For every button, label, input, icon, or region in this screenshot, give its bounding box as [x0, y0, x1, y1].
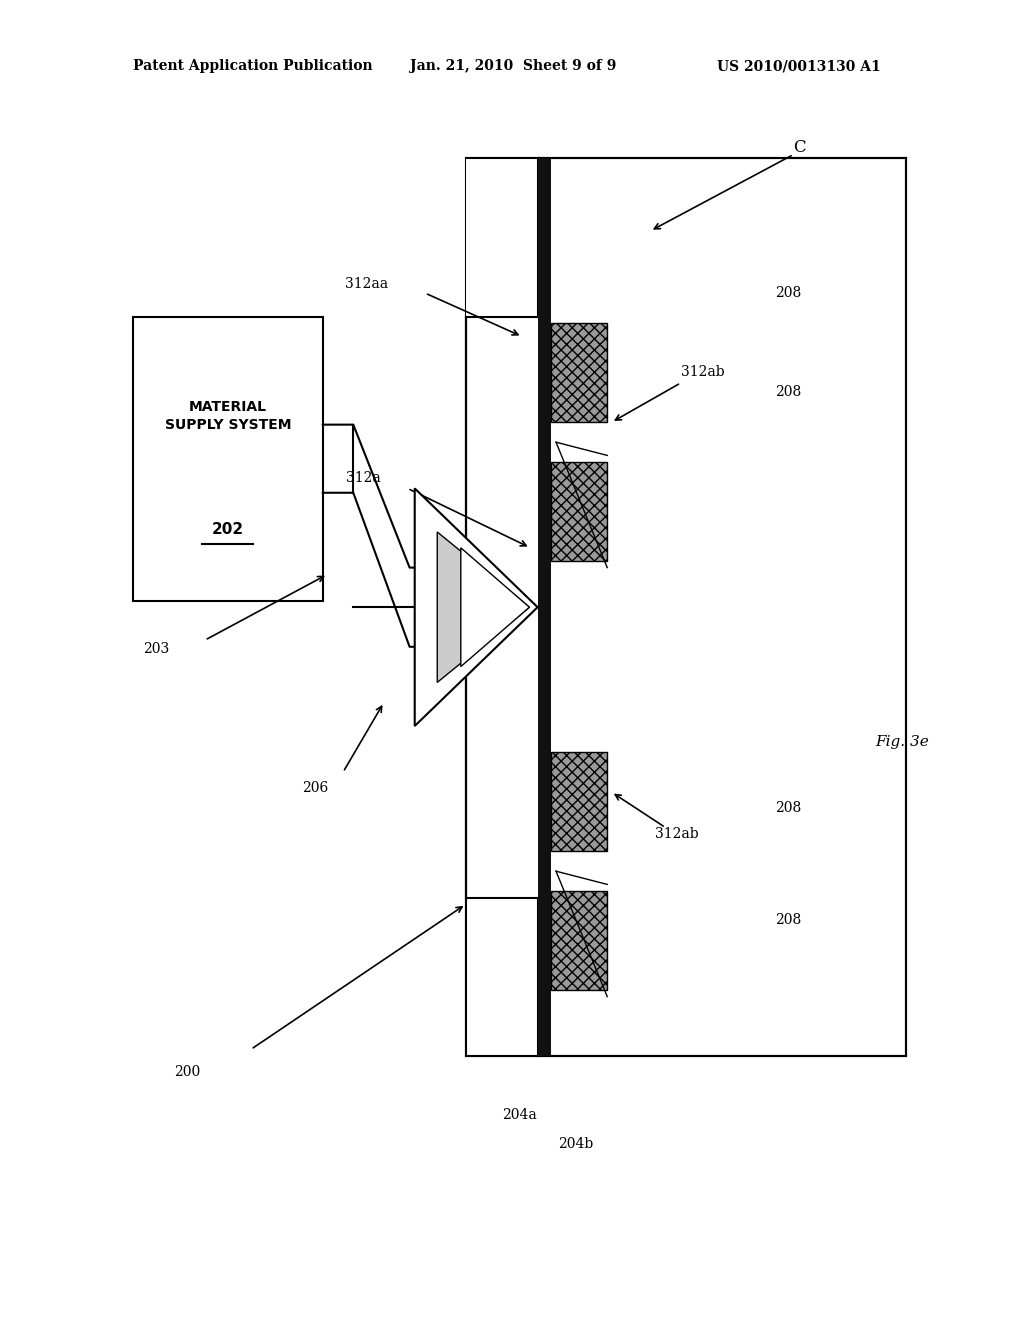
Text: 312aa: 312aa: [345, 277, 388, 290]
Text: 208: 208: [775, 286, 802, 300]
Text: 204b: 204b: [558, 1138, 593, 1151]
Bar: [466, 898, 538, 1056]
Text: 206: 206: [302, 781, 329, 795]
Text: 312ab: 312ab: [655, 828, 699, 841]
Text: 204a: 204a: [502, 1109, 537, 1122]
Text: MATERIAL
SUPPLY SYSTEM: MATERIAL SUPPLY SYSTEM: [165, 400, 291, 433]
Bar: [551, 752, 607, 851]
Text: 208: 208: [775, 385, 802, 399]
Polygon shape: [415, 488, 538, 726]
Bar: [538, 158, 551, 1056]
Bar: [551, 323, 607, 422]
Text: 312ab: 312ab: [681, 366, 725, 379]
Bar: [133, 317, 323, 601]
Bar: [466, 158, 906, 1056]
Bar: [466, 158, 538, 317]
Text: 208: 208: [775, 913, 802, 927]
Text: Patent Application Publication: Patent Application Publication: [133, 59, 373, 74]
Text: 203: 203: [143, 643, 170, 656]
Bar: [551, 891, 607, 990]
Text: Fig. 3e: Fig. 3e: [876, 735, 929, 748]
Polygon shape: [461, 548, 529, 667]
Text: C: C: [794, 139, 806, 156]
Text: Jan. 21, 2010  Sheet 9 of 9: Jan. 21, 2010 Sheet 9 of 9: [410, 59, 616, 74]
Bar: [551, 462, 607, 561]
Text: US 2010/0013130 A1: US 2010/0013130 A1: [717, 59, 881, 74]
Polygon shape: [437, 532, 529, 682]
Text: 208: 208: [775, 801, 802, 814]
Text: 202: 202: [212, 523, 244, 537]
Text: 200: 200: [174, 1065, 201, 1078]
Text: 312a: 312a: [346, 471, 381, 484]
